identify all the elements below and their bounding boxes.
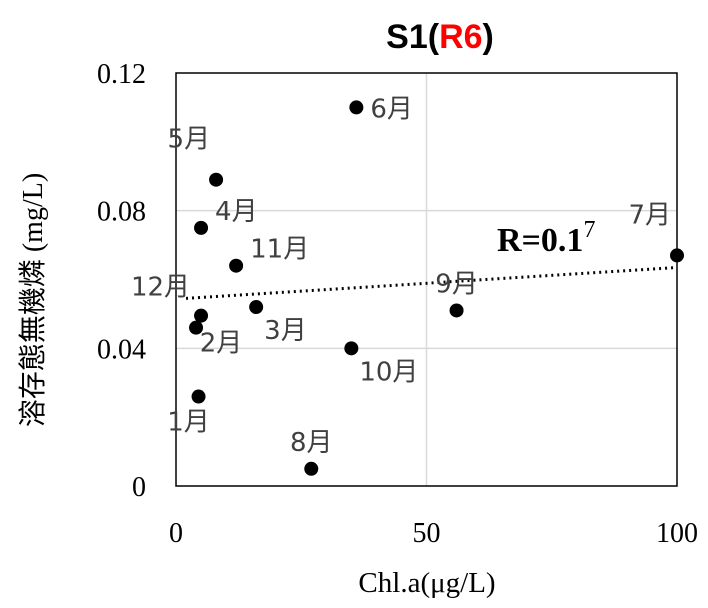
point-label: 9月 — [435, 269, 478, 299]
r-annotation-main: R=0.1 — [497, 222, 583, 259]
data-point — [209, 172, 224, 187]
data-point — [194, 308, 209, 323]
point-label: 6月 — [370, 94, 413, 124]
r-annotation-super: 7 — [583, 217, 595, 243]
chart-title-highlight: R6 — [439, 18, 482, 56]
data-point — [344, 341, 359, 356]
data-point — [229, 258, 244, 273]
point-label: 12月 — [131, 273, 190, 303]
data-point — [189, 320, 204, 335]
plot-frame — [175, 72, 678, 487]
point-label: 8月 — [290, 428, 333, 458]
data-point — [249, 300, 264, 315]
grid — [176, 73, 677, 486]
x-tick-label: 100 — [656, 518, 698, 549]
point-label: 11月 — [250, 235, 309, 265]
point-label: 4月 — [215, 197, 258, 227]
x-axis-label: Chl.a(μg/L) — [358, 567, 495, 599]
r-annotation: R=0.17 — [497, 217, 595, 259]
point-label: 2月 — [200, 329, 243, 359]
data-point — [449, 303, 464, 318]
x-tick-label: 50 — [413, 518, 441, 549]
data-point — [670, 248, 684, 263]
point-label: 10月 — [359, 357, 418, 387]
y-tick-label: 0.12 — [97, 59, 146, 90]
data-points — [189, 100, 684, 476]
point-labels: 1月 2月 3月 4月 5月 6月 7月 8月 9月 10月 11月 12月 — [131, 94, 671, 457]
point-label: 1月 — [167, 408, 210, 438]
point-label: 5月 — [168, 125, 211, 155]
chart-title: S1(R6) — [386, 18, 494, 56]
data-point — [349, 100, 364, 115]
y-axis-label: 溶存態無機燐 (mg/L) — [17, 173, 49, 427]
data-point — [194, 220, 209, 235]
chart-title-prefix: S1( — [386, 18, 440, 56]
y-tick-label: 0.08 — [97, 197, 146, 228]
y-tick-label: 0 — [132, 472, 146, 503]
x-tick-label: 0 — [169, 518, 183, 549]
point-label: 3月 — [264, 316, 307, 346]
trendline — [185, 265, 678, 300]
y-tick-label: 0.04 — [97, 334, 146, 365]
data-point — [304, 461, 319, 476]
data-point — [191, 389, 206, 404]
tick-labels: 0 0.04 0.08 0.12 0 50 100 — [97, 59, 698, 549]
chart-title-suffix: ) — [483, 18, 494, 56]
point-label: 7月 — [628, 200, 671, 230]
